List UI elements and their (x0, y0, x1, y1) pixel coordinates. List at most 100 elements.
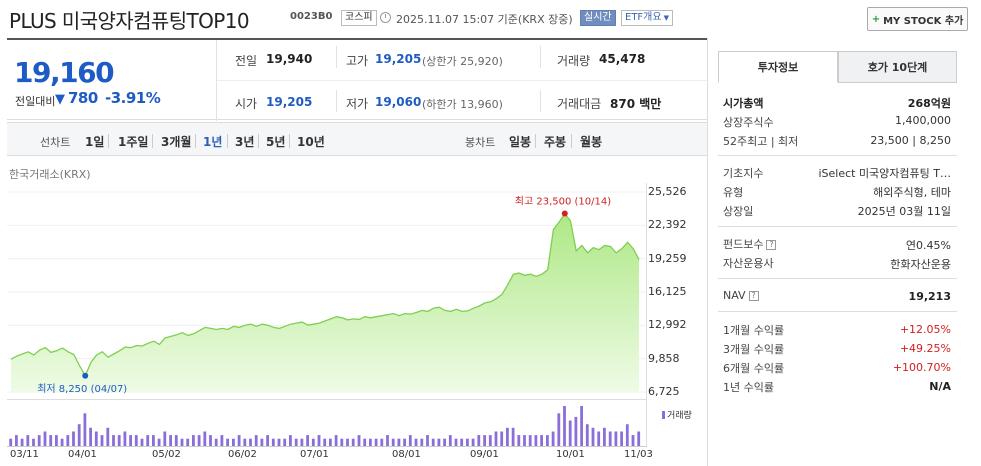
volume-bar (300, 438, 304, 446)
tab-invest-info[interactable]: 투자정보 (718, 51, 838, 83)
volume-bar (43, 431, 47, 446)
volume-bar (397, 438, 401, 446)
y-tick-label: 6,725 (648, 385, 680, 398)
volume-bar (26, 435, 30, 446)
range52-value: 23,500 | 8,250 (870, 134, 951, 147)
manager-value: 한화자산운용 (890, 258, 951, 271)
high-annotation: 최고 23,500 (10/14) (515, 196, 611, 208)
candle-monthly[interactable]: 월봉 (580, 135, 603, 149)
volume-bar (232, 438, 235, 446)
y-tick-label: 19,259 (648, 251, 687, 265)
y-tick-label: 22,392 (648, 218, 687, 232)
divider (336, 90, 337, 112)
volume-bar (163, 431, 167, 446)
volume-bar (174, 435, 178, 446)
plus-icon: + (871, 13, 881, 25)
volume-bar (197, 435, 201, 446)
volume-bar (534, 435, 538, 446)
question-icon[interactable]: ? (766, 240, 777, 250)
type-value: 해외주식형, 테마 (873, 186, 951, 199)
index-value: iSelect 미국양자컴퓨팅 T… (818, 167, 951, 180)
volume-bar (631, 435, 635, 446)
volume-bar (100, 435, 104, 446)
change-label: 전일대비 (15, 95, 56, 108)
return-1m-value: +12.05% (899, 323, 951, 336)
candle-weekly[interactable]: 주봉 (544, 135, 567, 149)
volume-bar (574, 416, 578, 446)
y-tick-label: 9,858 (648, 351, 680, 365)
volume-bar (306, 435, 309, 446)
index-label: 기초지수 (723, 167, 764, 180)
y-tick-label: 12,992 (648, 318, 687, 332)
volume-bar (563, 406, 566, 446)
divider (718, 155, 957, 156)
period-3y[interactable]: 3년 (235, 135, 255, 149)
volume-bar (557, 413, 561, 446)
lower-limit: (하한가 13,960) (422, 98, 503, 111)
price-chart[interactable]: 최고 23,500 (10/14) 최저 8,250 (04/07) (7, 183, 647, 397)
listing-label: 상장일 (723, 205, 754, 218)
volume-bar (448, 435, 452, 446)
volume-bar (517, 435, 521, 446)
period-10y[interactable]: 10년 (297, 135, 325, 149)
volume-bar (374, 438, 378, 446)
volume-bar (637, 431, 641, 446)
x-tick-label: 03/11 (10, 449, 39, 460)
low-label: 저가 (346, 97, 369, 111)
divider (718, 311, 957, 312)
period-1w[interactable]: 1주일 (118, 135, 149, 149)
y-tick-label: 16,125 (648, 285, 687, 298)
period-1y[interactable]: 1년 (203, 135, 223, 149)
open-label: 시가 (235, 97, 258, 111)
fee-label: 펀드보수? (723, 236, 777, 252)
x-tick-label: 04/01 (68, 449, 97, 460)
volume-bar (540, 435, 543, 446)
volume-bar (49, 435, 53, 446)
open-value: 19,205 (266, 95, 313, 109)
period-5y[interactable]: 5년 (266, 135, 286, 149)
volume-bar (477, 435, 481, 446)
volume-bar (323, 438, 327, 446)
volume-bar (369, 438, 372, 446)
volume-bar (157, 438, 161, 446)
fee-label-text: 펀드보수 (723, 238, 764, 251)
prev-close-value: 19,940 (266, 52, 313, 66)
volume-bar (271, 438, 275, 446)
volume-bar (260, 438, 264, 446)
volume-value: 45,478 (599, 52, 646, 66)
candle-chart-label: 봉차트 (465, 136, 496, 149)
realtime-button[interactable]: 실시간 (580, 10, 616, 26)
volume-bar (117, 435, 121, 446)
candle-daily[interactable]: 일봉 (509, 135, 532, 149)
etf-overview-dropdown[interactable]: ETF개요 ▼ (621, 10, 673, 26)
volume-bar (317, 435, 321, 446)
volume-bar (488, 435, 492, 446)
high-label: 고가 (346, 54, 369, 68)
volume-bar (66, 435, 70, 446)
question-icon[interactable]: ? (748, 291, 759, 301)
divider (217, 80, 707, 81)
volume-bar (603, 427, 606, 446)
volume-bar (443, 438, 446, 446)
tab-order-book[interactable]: 호가 10단계 (838, 51, 957, 83)
volume-bar (580, 406, 583, 446)
period-3m[interactable]: 3개월 (161, 135, 192, 149)
x-tick-label: 07/01 (300, 449, 329, 460)
down-arrow-icon: ▼ (55, 92, 65, 107)
chart-period-bar (7, 122, 707, 156)
volume-bar (214, 438, 218, 446)
volume-bar (511, 427, 515, 446)
volume-bar (209, 435, 212, 446)
separator (258, 134, 259, 148)
volume-bar (146, 435, 150, 446)
nav-value: 19,213 (908, 290, 951, 303)
add-mystock-button[interactable]: + MY STOCK 추가 (867, 7, 968, 31)
volume-bar (226, 438, 229, 446)
period-1d[interactable]: 1일 (85, 135, 105, 149)
volume-bar (585, 424, 589, 446)
separator (571, 134, 572, 148)
price-line (10, 212, 640, 378)
volume-bar (597, 431, 601, 446)
volume-bar (180, 438, 184, 446)
shares-value: 1,400,000 (895, 114, 951, 127)
